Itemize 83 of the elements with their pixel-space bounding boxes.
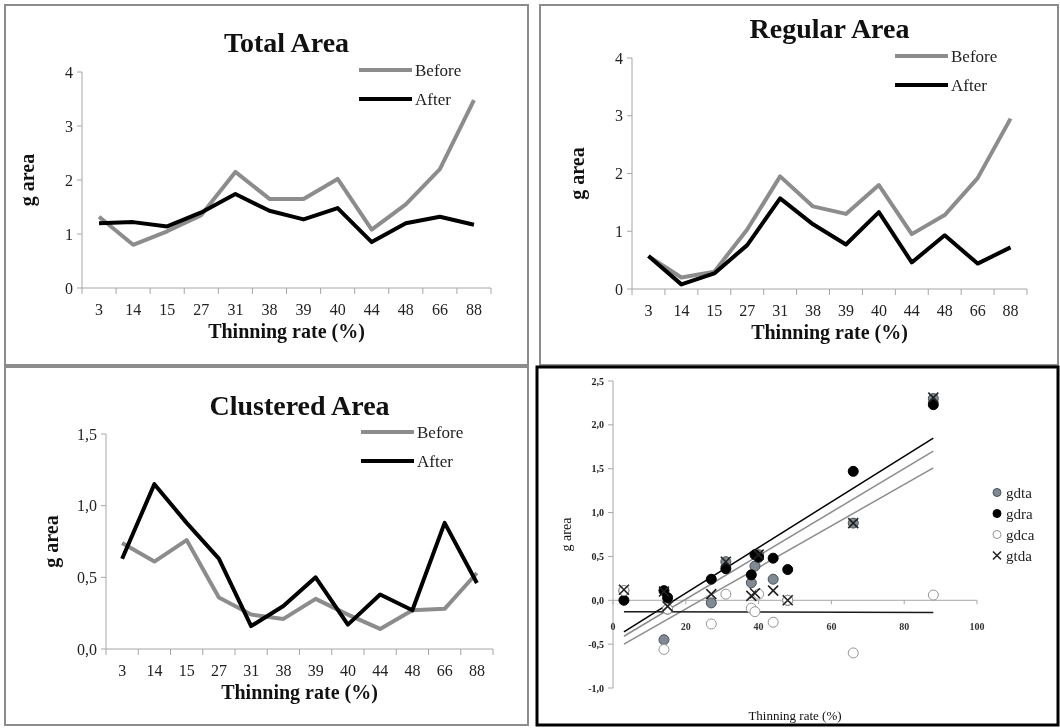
y-tick-label: 0 [615, 280, 623, 298]
legend-label: After [415, 89, 452, 109]
x-tick-label: 15 [178, 662, 195, 679]
y-tick-label: 2 [615, 165, 623, 183]
y-tick-label: 1,5 [77, 425, 97, 443]
x-tick-label: 66 [431, 301, 448, 318]
x-tick-label: 14 [125, 301, 142, 318]
x-tick-label: 40 [339, 662, 356, 679]
y-tick-label: 2,0 [591, 419, 604, 431]
y-axis-title: g area [40, 515, 63, 568]
y-tick-label: 0,0 [591, 594, 604, 606]
y-tick-label: 2 [65, 171, 73, 189]
x-tick-label: 48 [404, 662, 421, 679]
x-tick-label: 38 [805, 302, 822, 319]
y-tick-label: 0,5 [77, 568, 97, 586]
x-axis-title: Thinning rate (%) [748, 708, 842, 723]
legend-label: Before [417, 422, 464, 442]
x-tick-label: 66 [969, 302, 986, 319]
x-tick-label: 40 [870, 302, 887, 319]
y-tick-label: 1,5 [591, 463, 604, 475]
x-tick-label: 66 [436, 662, 453, 679]
x-tick-label: 3 [644, 302, 653, 319]
legend-label: gdca [1006, 526, 1035, 543]
x-tick-label: 20 [680, 621, 691, 633]
x-tick-label: 38 [275, 662, 292, 679]
chart-title: Clustered Area [209, 390, 390, 421]
y-tick-label: 4 [615, 49, 623, 67]
x-tick-label: 15 [159, 301, 176, 318]
y-tick-label: 0,0 [77, 640, 97, 658]
x-tick-label: 27 [739, 302, 756, 319]
x-tick-label: 44 [363, 301, 380, 318]
x-axis-title: Thinning rate (%) [221, 681, 378, 704]
y-axis-title: g area [566, 147, 589, 200]
x-tick-label: 44 [903, 302, 920, 319]
y-tick-label: 4 [65, 63, 73, 81]
legend-label: After [417, 451, 454, 471]
x-tick-label: 27 [193, 301, 210, 318]
y-tick-label: 1 [65, 225, 73, 243]
x-tick-label: 31 [243, 662, 260, 679]
legend-label: Before [951, 46, 998, 66]
legend-label: gdta [1006, 484, 1033, 501]
x-tick-label: 48 [936, 302, 953, 319]
y-tick-label: -0,5 [588, 638, 604, 650]
x-tick-label: 31 [227, 301, 244, 318]
x-axis-title: Thinning rate (%) [751, 321, 908, 344]
y-tick-label: 1,0 [77, 497, 97, 515]
x-tick-label: 39 [837, 302, 854, 319]
x-tick-label: 44 [372, 662, 389, 679]
y-tick-label: 3 [65, 117, 73, 135]
y-tick-label: 0,5 [591, 550, 604, 562]
legend-label: After [951, 75, 988, 95]
y-axis-title: g area [559, 516, 574, 552]
y-tick-label: -1,0 [588, 682, 604, 694]
x-tick-label: 60 [826, 621, 837, 633]
x-tick-label: 38 [261, 301, 278, 318]
x-tick-label: 88 [1002, 302, 1019, 319]
x-tick-label: 100 [969, 621, 985, 633]
legend-label: Before [415, 60, 462, 80]
x-tick-label: 15 [706, 302, 723, 319]
y-tick-label: 3 [615, 107, 623, 125]
x-tick-label: 27 [210, 662, 227, 679]
x-tick-label: 31 [772, 302, 789, 319]
x-tick-label: 14 [673, 302, 690, 319]
y-tick-label: 2,5 [591, 375, 604, 387]
x-tick-label: 39 [295, 301, 312, 318]
y-tick-label: 1,0 [591, 507, 604, 519]
x-tick-label: 14 [146, 662, 163, 679]
x-tick-label: 40 [753, 621, 764, 633]
chart-title: Regular Area [749, 13, 910, 44]
x-tick-label: 88 [465, 301, 482, 318]
x-tick-label: 39 [307, 662, 324, 679]
y-axis-title: g area [16, 153, 39, 207]
x-tick-label: 48 [397, 301, 414, 318]
y-tick-label: 0 [65, 279, 73, 297]
x-tick-label: 3 [118, 662, 127, 679]
x-tick-label: 88 [468, 662, 485, 679]
y-tick-label: 1 [615, 222, 623, 240]
x-axis-title: Thinning rate (%) [208, 320, 365, 343]
x-tick-label: 80 [899, 621, 910, 633]
legend-label: gtda [1006, 547, 1033, 564]
chart-title: Total Area [223, 27, 350, 58]
legend-label: gdra [1006, 505, 1033, 522]
x-tick-label: 40 [329, 301, 346, 318]
